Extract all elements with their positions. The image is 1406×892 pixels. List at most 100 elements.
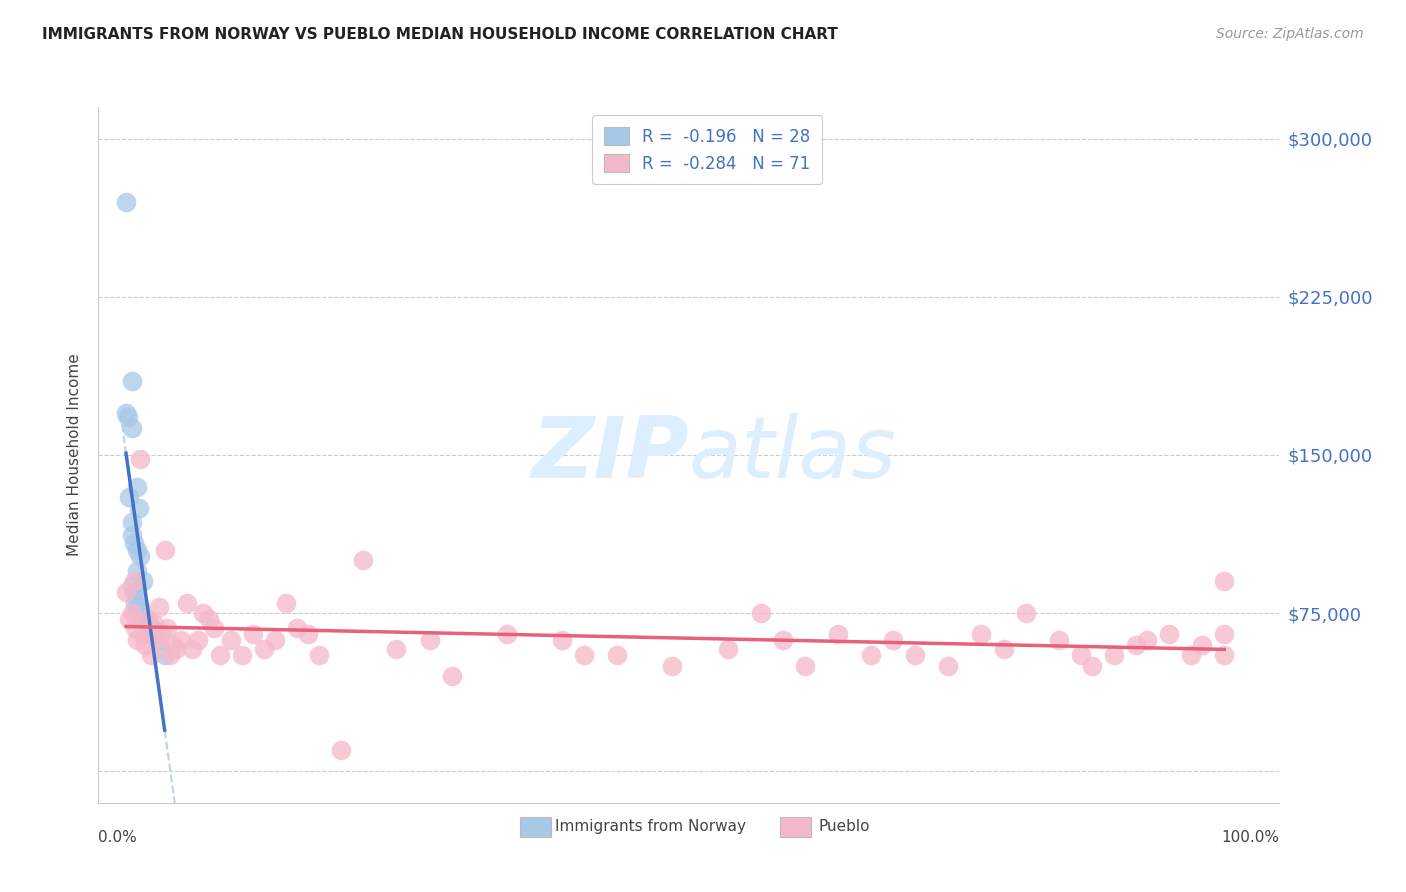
Point — [165, 641, 187, 656]
Y-axis label: Median Household Income: Median Household Income — [67, 353, 83, 557]
Point — [115, 585, 138, 599]
Point — [860, 648, 883, 663]
Point — [749, 606, 772, 620]
Point — [176, 595, 198, 609]
Point — [122, 574, 145, 589]
Point — [1014, 606, 1036, 620]
Point — [1157, 627, 1180, 641]
Point — [121, 420, 143, 434]
Text: 0.0%: 0.0% — [98, 830, 138, 845]
Point — [125, 542, 148, 557]
Point — [121, 606, 143, 620]
Point — [936, 658, 959, 673]
Point — [125, 633, 148, 648]
Point — [495, 627, 517, 641]
Point — [170, 633, 193, 648]
Point — [993, 641, 1015, 656]
Point — [153, 542, 176, 557]
Point — [1136, 633, 1159, 648]
Point — [419, 633, 441, 648]
Point — [264, 633, 287, 648]
Point — [882, 633, 904, 648]
Point — [572, 648, 595, 663]
Point — [125, 564, 148, 578]
Point — [152, 627, 174, 641]
Point — [129, 599, 152, 614]
Point — [793, 658, 815, 673]
Point — [208, 648, 231, 663]
Point — [125, 591, 148, 606]
Point — [253, 641, 276, 656]
Point — [285, 621, 308, 635]
Point — [1213, 648, 1236, 663]
Legend: R =  -0.196   N = 28, R =  -0.284   N = 71: R = -0.196 N = 28, R = -0.284 N = 71 — [592, 115, 823, 185]
Point — [141, 648, 163, 663]
Text: 100.0%: 100.0% — [1222, 830, 1279, 845]
Point — [198, 612, 221, 626]
Point — [115, 194, 138, 209]
Point — [128, 500, 150, 515]
Text: Source: ZipAtlas.com: Source: ZipAtlas.com — [1216, 27, 1364, 41]
Point — [606, 648, 628, 663]
Point — [162, 638, 184, 652]
Point — [129, 549, 152, 563]
Point — [148, 633, 170, 648]
Point — [131, 574, 153, 589]
Point — [193, 606, 215, 620]
Point — [148, 599, 170, 614]
Point — [136, 616, 159, 631]
Point — [121, 374, 143, 388]
Point — [1213, 627, 1236, 641]
Point — [141, 621, 163, 635]
Point — [181, 641, 204, 656]
Point — [121, 579, 143, 593]
Point — [352, 553, 374, 567]
Point — [219, 633, 242, 648]
Point — [440, 669, 463, 683]
Point — [115, 406, 138, 420]
Point — [131, 610, 153, 624]
Point — [1081, 658, 1104, 673]
Text: Immigrants from Norway: Immigrants from Norway — [555, 820, 747, 834]
Point — [661, 658, 683, 673]
Point — [1191, 638, 1213, 652]
Point — [330, 743, 353, 757]
Point — [551, 633, 574, 648]
Point — [274, 595, 297, 609]
Point — [1180, 648, 1202, 663]
Point — [131, 627, 153, 641]
Point — [159, 648, 181, 663]
Point — [308, 648, 330, 663]
Point — [297, 627, 319, 641]
Point — [772, 633, 794, 648]
Point — [827, 627, 849, 641]
Point — [124, 595, 146, 609]
Point — [1213, 574, 1236, 589]
Point — [121, 516, 143, 530]
Point — [118, 612, 141, 626]
Point — [231, 648, 253, 663]
Text: ZIP: ZIP — [531, 413, 689, 497]
Point — [124, 606, 146, 620]
Point — [136, 612, 159, 626]
Point — [1047, 633, 1070, 648]
Point — [153, 648, 176, 663]
Text: IMMIGRANTS FROM NORWAY VS PUEBLO MEDIAN HOUSEHOLD INCOME CORRELATION CHART: IMMIGRANTS FROM NORWAY VS PUEBLO MEDIAN … — [42, 27, 838, 42]
Point — [122, 585, 145, 599]
Point — [142, 627, 165, 641]
Point — [134, 638, 156, 652]
Point — [121, 528, 143, 542]
Text: Pueblo: Pueblo — [818, 820, 870, 834]
Point — [122, 536, 145, 550]
Point — [125, 479, 148, 493]
Point — [1102, 648, 1125, 663]
Point — [202, 621, 225, 635]
Point — [117, 409, 139, 424]
Point — [970, 627, 993, 641]
Point — [904, 648, 927, 663]
Point — [156, 621, 179, 635]
Point — [124, 621, 146, 635]
Point — [385, 641, 408, 656]
Point — [142, 616, 165, 631]
Text: atlas: atlas — [689, 413, 897, 497]
